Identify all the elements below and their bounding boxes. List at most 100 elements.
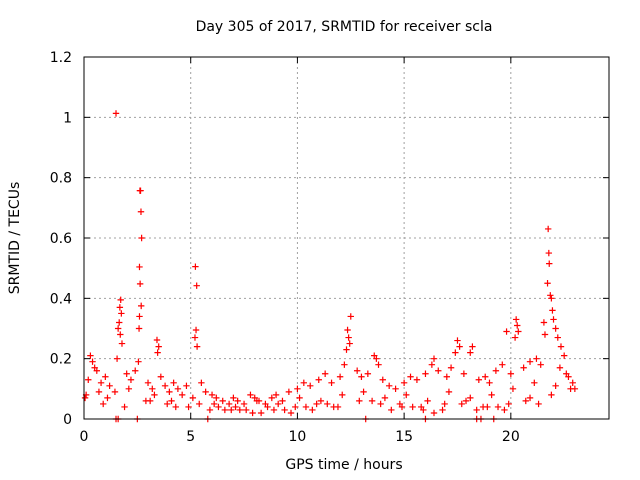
- data-point: [208, 391, 216, 399]
- data-point: [185, 403, 192, 411]
- data-point: [545, 249, 553, 257]
- data-point: [541, 331, 549, 338]
- x-axis-label: GPS time / hours: [285, 457, 402, 473]
- data-point: [191, 334, 199, 341]
- data-point: [154, 349, 161, 356]
- data-point: [467, 394, 474, 402]
- data-point: [501, 406, 508, 414]
- data-point: [117, 331, 124, 338]
- data-point: [488, 391, 495, 399]
- data-point: [168, 397, 175, 405]
- data-point: [424, 397, 431, 405]
- data-point: [345, 334, 352, 341]
- data-point: [537, 361, 544, 368]
- data-point: [547, 292, 554, 299]
- data-point: [313, 400, 320, 408]
- data-point: [125, 385, 133, 393]
- data-point: [149, 385, 156, 393]
- data-point: [206, 406, 214, 414]
- data-points: [81, 110, 579, 423]
- data-point: [174, 385, 182, 393]
- data-point: [112, 110, 120, 117]
- data-point: [544, 280, 551, 287]
- data-point: [234, 397, 241, 405]
- data-point: [215, 403, 222, 411]
- data-point: [192, 326, 200, 334]
- data-point: [307, 382, 314, 390]
- data-point: [213, 394, 220, 402]
- data-point: [164, 400, 171, 408]
- data-point: [435, 367, 442, 374]
- data-point: [430, 409, 438, 417]
- data-point: [439, 406, 446, 414]
- data-point: [385, 382, 393, 390]
- data-point: [257, 409, 265, 417]
- data-point: [552, 382, 559, 390]
- data-point: [512, 316, 520, 323]
- data-point: [121, 403, 128, 411]
- data-point: [202, 388, 209, 396]
- data-point: [458, 400, 465, 408]
- data-point: [467, 349, 474, 356]
- data-point: [236, 406, 243, 414]
- data-point: [127, 376, 135, 383]
- data-point: [221, 406, 229, 414]
- data-point: [97, 379, 105, 386]
- y-tick-label: 0.6: [50, 231, 72, 247]
- y-axis-label: SRMTID / TECUs: [7, 182, 23, 295]
- data-point: [422, 370, 429, 377]
- data-point: [123, 370, 130, 377]
- data-point: [377, 400, 384, 408]
- data-point: [136, 313, 143, 320]
- data-point: [556, 364, 564, 371]
- y-tick-label: 0.8: [50, 171, 72, 187]
- data-point: [469, 343, 476, 350]
- data-point: [552, 325, 559, 332]
- data-point: [454, 337, 461, 344]
- data-point: [514, 322, 521, 329]
- data-point: [565, 373, 572, 380]
- data-point: [413, 376, 421, 383]
- data-point: [430, 355, 438, 362]
- data-point: [341, 361, 348, 368]
- data-point: [264, 403, 271, 411]
- data-point: [268, 394, 276, 402]
- data-point: [344, 326, 351, 334]
- data-point: [192, 263, 199, 270]
- data-point: [375, 361, 382, 368]
- data-point: [546, 260, 553, 267]
- y-tick-label: 0.2: [50, 352, 72, 368]
- data-point: [210, 400, 218, 408]
- data-point: [456, 343, 463, 350]
- data-point: [330, 403, 337, 411]
- data-point: [151, 391, 158, 399]
- data-point: [279, 397, 286, 405]
- data-point: [116, 304, 124, 311]
- data-point: [560, 352, 568, 359]
- data-point: [116, 319, 123, 326]
- data-point: [356, 397, 363, 405]
- data-point: [400, 379, 408, 386]
- y-tick-label: 1.2: [50, 50, 72, 66]
- data-point: [520, 364, 527, 371]
- data-point: [189, 394, 197, 402]
- data-point: [428, 361, 436, 368]
- data-point: [388, 406, 395, 414]
- data-point: [302, 403, 310, 411]
- x-tick-label: 5: [186, 429, 195, 445]
- data-point: [292, 403, 299, 411]
- data-point: [346, 340, 353, 347]
- data-point: [492, 367, 500, 374]
- data-point: [285, 388, 293, 396]
- data-point: [462, 397, 470, 405]
- data-point: [347, 313, 354, 320]
- data-point: [392, 385, 399, 393]
- data-point: [522, 397, 529, 405]
- data-point: [136, 263, 143, 271]
- y-tick-label: 1: [63, 110, 72, 126]
- data-point: [95, 388, 103, 396]
- data-point: [89, 358, 96, 365]
- data-point: [100, 400, 107, 408]
- data-point: [193, 343, 201, 350]
- x-tick-label: 10: [289, 429, 307, 445]
